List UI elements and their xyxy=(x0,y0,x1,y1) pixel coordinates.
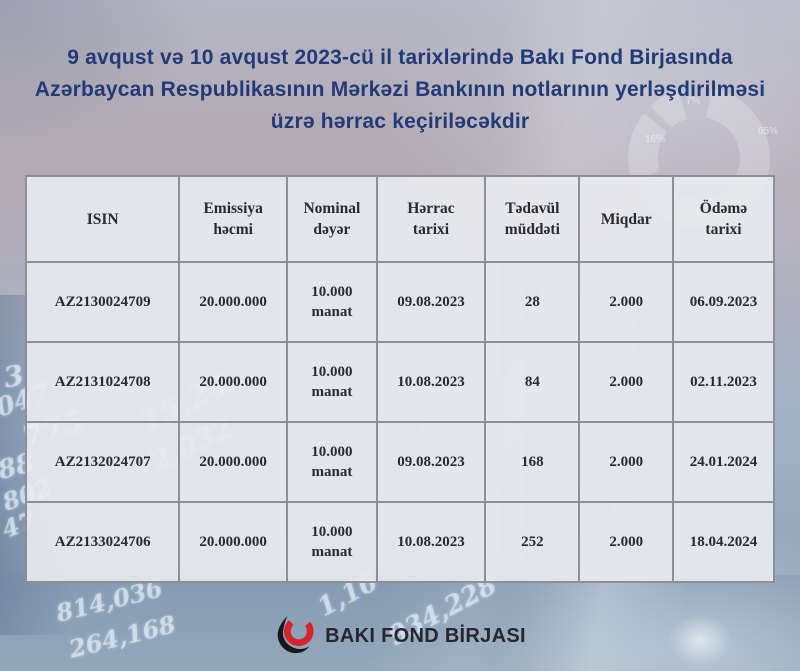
cell-payment-date: 06.09.2023 xyxy=(671,261,776,343)
table-row: AZ2130024709 20.000.000 10.000 manat 09.… xyxy=(24,261,776,343)
header-quantity: Miqdar xyxy=(578,175,674,263)
cell-auction-date: 10.08.2023 xyxy=(375,341,487,423)
header-circulation-period: Tədavül müddəti xyxy=(484,175,581,263)
cell-payment-date: 24.01.2024 xyxy=(671,421,776,503)
cell-payment-date: 02.11.2023 xyxy=(671,341,776,423)
footer: BAKI FOND BİRJASI xyxy=(0,616,800,656)
cell-isin: AZ2131024708 xyxy=(24,341,181,423)
cell-circulation-period: 84 xyxy=(484,341,581,423)
title-line-1: 9 avqust və 10 avqust 2023-cü il tarixlə… xyxy=(67,46,733,69)
cell-auction-date: 10.08.2023 xyxy=(375,501,487,583)
cell-nominal-value: 10.000 manat xyxy=(286,501,378,583)
cell-isin: AZ2133024706 xyxy=(24,501,181,583)
cell-emission-volume: 20.000.000 xyxy=(178,261,289,343)
title-line-3: üzrə hərrac keçiriləcəkdir xyxy=(270,110,530,133)
table-header-row: ISIN Emissiya həcmi Nominal dəyər Hərrac… xyxy=(24,175,776,263)
cell-quantity: 2.000 xyxy=(578,341,674,423)
bfb-logo-text: BAKI FOND BİRJASI xyxy=(325,624,526,647)
title-line-2: Azərbaycan Respublikasının Mərkəzi Bankı… xyxy=(34,78,766,101)
cell-nominal-value: 10.000 manat xyxy=(286,341,378,423)
bfb-logo-icon xyxy=(277,616,314,654)
cell-quantity: 2.000 xyxy=(578,501,674,583)
table-row: AZ2132024707 20.000.000 10.000 manat 09.… xyxy=(24,421,776,503)
header-emission-volume: Emissiya həcmi xyxy=(178,175,289,263)
cell-quantity: 2.000 xyxy=(578,421,674,503)
header-payment-date: Ödəmə tarixi xyxy=(671,175,776,263)
table-row: AZ2133024706 20.000.000 10.000 manat 10.… xyxy=(24,501,776,583)
page-title: 9 avqust və 10 avqust 2023-cü il tarixlə… xyxy=(0,42,800,138)
background-white-blob xyxy=(668,614,732,666)
cell-auction-date: 09.08.2023 xyxy=(375,261,487,343)
cell-emission-volume: 20.000.000 xyxy=(178,341,289,423)
cell-circulation-period: 252 xyxy=(484,501,581,583)
cell-emission-volume: 20.000.000 xyxy=(178,501,289,583)
cell-nominal-value: 10.000 manat xyxy=(286,261,378,343)
cell-quantity: 2.000 xyxy=(578,261,674,343)
cell-auction-date: 09.08.2023 xyxy=(375,421,487,503)
auction-table: ISIN Emissiya həcmi Nominal dəyər Hərrac… xyxy=(24,175,776,583)
header-isin: ISIN xyxy=(24,175,181,263)
header-nominal-value: Nominal dəyər xyxy=(286,175,378,263)
background-bottom-band xyxy=(0,575,800,671)
header-auction-date: Hərrac tarixi xyxy=(375,175,487,263)
cell-nominal-value: 10.000 manat xyxy=(286,421,378,503)
cell-isin: AZ2132024707 xyxy=(24,421,181,503)
cell-emission-volume: 20.000.000 xyxy=(178,421,289,503)
cell-payment-date: 18.04.2024 xyxy=(671,501,776,583)
cell-circulation-period: 28 xyxy=(484,261,581,343)
table-row: AZ2131024708 20.000.000 10.000 manat 10.… xyxy=(24,341,776,423)
cell-circulation-period: 168 xyxy=(484,421,581,503)
cell-isin: AZ2130024709 xyxy=(24,261,181,343)
